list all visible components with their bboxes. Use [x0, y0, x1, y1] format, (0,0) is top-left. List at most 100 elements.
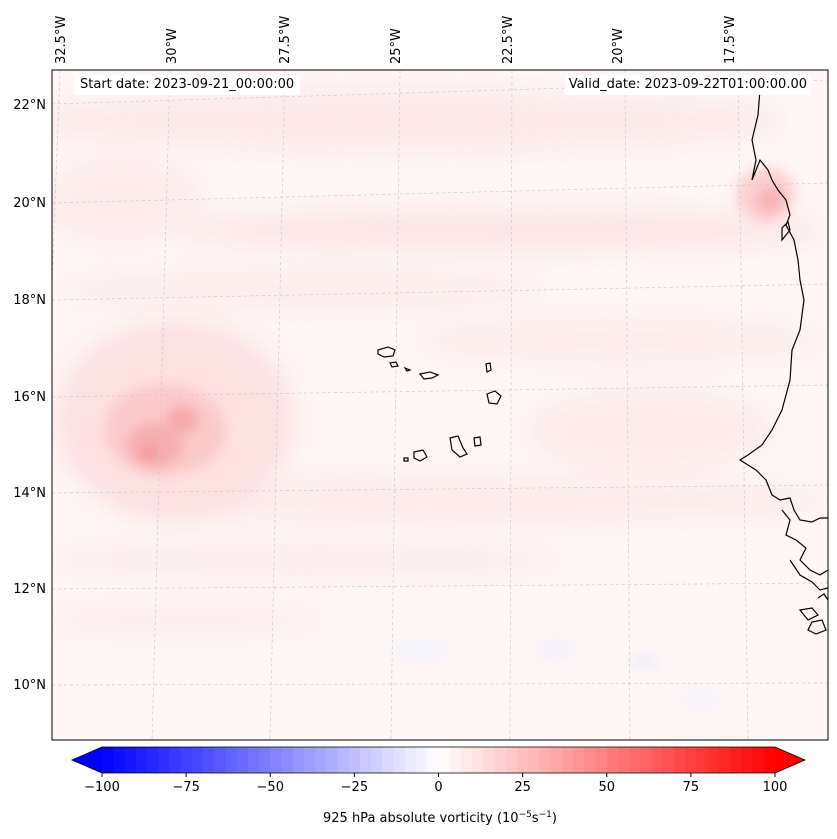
lon-label: 22.5°W [501, 16, 516, 64]
colorbar-segment [449, 747, 462, 773]
colorbar-segment [102, 747, 114, 773]
colorbar-segment [214, 747, 226, 773]
colorbar-segment [685, 747, 697, 773]
lat-label: 12°N [13, 582, 46, 597]
lon-label: 30°W [165, 28, 180, 64]
lon-labels: 32.5°W 30°W 27.5°W 25°W 22.5°W 20°W 17.5… [54, 16, 738, 64]
colorbar-segment [528, 747, 540, 773]
colorbar-segments [102, 747, 776, 773]
colorbar-segment [718, 747, 731, 773]
colorbar-segment [404, 747, 417, 773]
colorbar-tick-label: 75 [683, 780, 700, 795]
colorbar-segment [651, 747, 664, 773]
lon-label: 32.5°W [54, 16, 69, 64]
colorbar-min-arrow [72, 747, 102, 773]
colorbar-segment [629, 747, 641, 773]
colorbar-segment [427, 747, 439, 773]
colorbar-segment [539, 747, 552, 773]
colorbar-tick-label: −100 [84, 780, 120, 795]
colorbar-segment [674, 747, 686, 773]
colorbar-segment [416, 747, 428, 773]
colorbar-segment [371, 747, 383, 773]
colorbar-segment [180, 747, 193, 773]
colorbar-segment [281, 747, 294, 773]
colorbar-segment [584, 747, 597, 773]
colorbar-segment [236, 747, 249, 773]
colorbar-segment [752, 747, 765, 773]
coastal-vortex [735, 167, 795, 223]
colorbar-segment [315, 747, 327, 773]
map-frame [51, 69, 829, 741]
colorbar-segment [382, 747, 395, 773]
colorbar-segment [124, 747, 137, 773]
colorbar-segment [763, 747, 776, 773]
colorbar-segment [460, 747, 473, 773]
lat-label: 10°N [13, 678, 46, 693]
colorbar-segment [438, 747, 451, 773]
colorbar-segment [202, 747, 215, 773]
colorbar-segment [494, 747, 507, 773]
colorbar-segment [573, 747, 585, 773]
colorbar-segment [146, 747, 159, 773]
colorbar-tick-label: 0 [434, 780, 442, 795]
cape-verde-islands [377, 346, 502, 462]
lat-label: 16°N [13, 390, 46, 405]
colorbar-segment [595, 747, 608, 773]
colorbar-tick-label: −25 [341, 780, 368, 795]
lat-label: 22°N [13, 98, 46, 113]
colorbar-tick-label: 50 [598, 780, 615, 795]
lon-label: 17.5°W [723, 16, 738, 64]
colorbar-segment [326, 747, 339, 773]
african-coastline [738, 89, 828, 635]
vortex-feature [55, 320, 295, 520]
colorbar-max-arrow [775, 747, 805, 773]
colorbar-segment [662, 747, 675, 773]
colorbar-segment [113, 747, 125, 773]
colorbar-segment [741, 747, 754, 773]
colorbar-segment [191, 747, 204, 773]
colorbar-segment [550, 747, 563, 773]
colorbar-label: 925 hPa absolute vorticity (10−5s−1) [323, 810, 557, 826]
colorbar-segment [348, 747, 361, 773]
vorticity-field [52, 70, 828, 740]
colorbar-segment [472, 747, 484, 773]
lon-label: 27.5°W [278, 16, 293, 64]
graticule [52, 70, 828, 740]
colorbar-segment [640, 747, 653, 773]
colorbar-segment [270, 747, 282, 773]
colorbar-segment [730, 747, 742, 773]
colorbar-segment [393, 747, 406, 773]
colorbar-segment [561, 747, 574, 773]
colorbar-segment [292, 747, 305, 773]
valid-date-label: Valid_date: 2023-09-22T01:00:00.00 [564, 75, 811, 95]
lon-label: 20°W [611, 28, 626, 64]
colorbar-tick-label: −50 [257, 780, 284, 795]
lat-label: 20°N [13, 196, 46, 211]
colorbar-tick-label: 25 [514, 780, 531, 795]
colorbar-segment [303, 747, 316, 773]
lat-labels: 22°N 20°N 18°N 16°N 14°N 12°N 10°N [13, 98, 46, 693]
colorbar-segment [517, 747, 529, 773]
start-date-label: Start date: 2023-09-21_00:00:00 [74, 75, 301, 95]
colorbar: −100 −75 −50 −25 0 25 50 75 100 [70, 746, 807, 795]
colorbar-segment [158, 747, 170, 773]
lat-label: 18°N [13, 293, 46, 308]
colorbar-segment [359, 747, 372, 773]
colorbar-segment [483, 747, 496, 773]
colorbar-segment [247, 747, 260, 773]
colorbar-segment [505, 747, 518, 773]
colorbar-segment [617, 747, 630, 773]
colorbar-segment [259, 747, 271, 773]
colorbar-tick-label: −75 [172, 780, 199, 795]
lat-label: 14°N [13, 486, 46, 501]
colorbar-ticks: −100 −75 −50 −25 0 25 50 75 100 [84, 773, 787, 795]
colorbar-segment [135, 747, 148, 773]
colorbar-segment [225, 747, 238, 773]
colorbar-segment [169, 747, 182, 773]
colorbar-segment [606, 747, 619, 773]
colorbar-segment [696, 747, 709, 773]
lon-label: 25°W [389, 28, 404, 64]
colorbar-segment [337, 747, 350, 773]
colorbar-tick-label: 100 [763, 780, 788, 795]
